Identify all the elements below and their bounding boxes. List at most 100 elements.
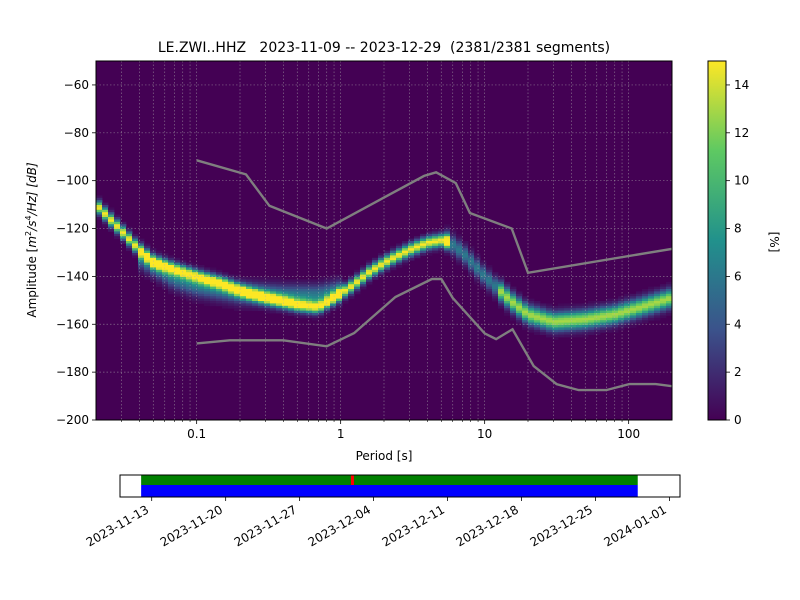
density-cell [552,332,559,335]
density-cell [426,243,433,247]
density-cell [132,245,139,249]
density-cell [432,231,439,235]
density-cell [378,255,385,259]
density-cell [144,245,151,249]
density-cell [300,303,307,307]
density-cell [510,289,517,292]
density-cell [222,284,229,287]
density-cell [660,291,667,295]
density-cell [192,284,199,287]
density-cell [492,286,499,290]
density-cell [108,209,115,213]
density-cell [450,250,457,254]
density-cell [654,313,661,316]
density-cell [174,277,181,280]
density-cell [210,298,217,302]
density-cell [210,284,217,287]
density-cell [180,262,187,266]
density-cell [378,269,385,273]
density-cell [660,303,667,307]
density-cell [588,301,595,304]
density-cell [234,284,241,287]
density-cell [264,293,271,297]
density-cell [618,305,625,309]
density-cell [456,253,463,256]
density-cell [444,253,451,256]
density-cell [156,269,163,273]
density-cell [246,286,253,290]
density-cell [306,303,313,307]
density-cell [492,289,499,292]
density-cell [468,262,475,266]
density-cell [420,253,427,256]
density-cell [522,310,529,314]
density-cell [120,226,127,230]
density-cell [318,284,325,287]
density-cell [384,257,391,261]
density-cell [636,298,643,302]
density-cell [186,277,193,280]
density-cell [162,284,169,287]
density-cell [498,298,505,302]
density-cell [126,233,133,237]
density-cell [576,325,583,328]
density-cell [318,310,325,314]
density-cell [318,296,325,299]
density-cell [240,281,247,285]
density-cell [156,274,163,278]
ppsd-grid [96,61,672,420]
density-cell [138,238,145,242]
density-cell [648,317,655,321]
density-cell [408,248,415,251]
density-cell [480,262,487,266]
density-cell [288,289,295,292]
density-cell [378,272,385,275]
density-cell [126,231,133,235]
density-cell [648,289,655,292]
density-cell [210,272,217,275]
density-cell [456,238,463,242]
density-cell [228,289,235,292]
density-cell [378,253,385,256]
density-cell [540,332,547,335]
density-cell [534,325,541,328]
density-cell [594,313,601,316]
density-cell [318,291,325,295]
density-cell [402,253,409,256]
density-cell [594,320,601,323]
density-cell [234,293,241,297]
density-cell [162,272,169,275]
density-cell [600,301,607,304]
density-cell [186,296,193,299]
density-cell [180,277,187,280]
density-cell [300,313,307,316]
density-cell [336,279,343,283]
y-tick-label: −200 [56,413,89,427]
density-cell [516,308,523,311]
density-cell [540,315,547,319]
density-cell [234,298,241,302]
density-cell [510,317,517,321]
coverage-data-bar [141,485,638,497]
density-cell [492,298,499,302]
density-cell [192,281,199,285]
density-cell [570,313,577,316]
density-cell [276,281,283,285]
density-cell [564,310,571,314]
density-cell [348,281,355,285]
density-cell [456,262,463,266]
colorbar-gradient [708,61,726,420]
density-cell [630,310,637,314]
density-cell [594,332,601,335]
density-cell [240,296,247,299]
density-cell [210,301,217,304]
density-cell [552,320,559,323]
coverage-date-ticks: 2023-11-13 2023-11-20 2023-11-27 2023-12-04… [84,497,670,549]
density-cell [540,327,547,331]
density-cell [552,315,559,319]
density-cell [312,317,319,321]
density-cell [330,281,337,285]
density-cell [252,277,259,280]
density-cell [276,308,283,311]
density-cell [228,286,235,290]
